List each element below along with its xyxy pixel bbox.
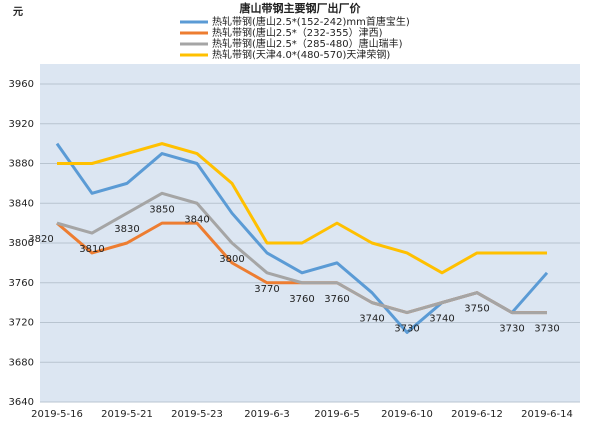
chart-title: 唐山带钢主要钢厂出厂价	[240, 1, 362, 15]
series-line	[56, 191, 547, 315]
data-label: 3740	[429, 314, 454, 325]
data-label: 3760	[324, 294, 349, 305]
y-axis-label: 元	[13, 6, 23, 18]
data-label: 3730	[394, 324, 419, 335]
y-tick-label: 3640	[9, 397, 34, 408]
data-label: 3760	[289, 294, 314, 305]
y-tick-label: 3920	[9, 119, 34, 130]
legend-label: 热轧带钢(唐山2.5*（285-480）唐山瑞丰)	[212, 37, 403, 50]
data-label: 3810	[79, 244, 104, 255]
data-label: 3750	[464, 304, 489, 315]
plot-area	[40, 64, 580, 402]
data-label: 3850	[149, 204, 174, 215]
legend-label: 热轧带钢(唐山2.5*(152-242)mm首唐宝生)	[212, 15, 410, 28]
legend-label: 热轧带钢(唐山2.5*（232-355）津西)	[212, 26, 383, 39]
x-tick-label: 2019-6-10	[381, 409, 433, 420]
data-label: 3820	[28, 234, 53, 245]
data-label: 3830	[114, 224, 139, 235]
y-tick-label: 3760	[9, 278, 34, 289]
x-tick-label: 2019-6-12	[451, 409, 503, 420]
y-tick-label: 3720	[9, 318, 34, 329]
x-tick-label: 2019-5-21	[101, 409, 153, 420]
data-label: 3730	[534, 324, 559, 335]
data-label: 3730	[499, 324, 524, 335]
x-tick-label: 2019-5-23	[171, 409, 223, 420]
x-tick-label: 2019-5-16	[31, 409, 83, 420]
y-tick-label: 3960	[9, 79, 34, 90]
data-label: 3740	[359, 314, 384, 325]
x-tick-label: 2019-6-14	[521, 409, 573, 420]
data-label: 3800	[219, 254, 244, 265]
x-tick-label: 2019-6-5	[314, 409, 359, 420]
data-label: 3840	[184, 214, 209, 225]
y-tick-label: 3840	[9, 198, 34, 209]
y-tick-label: 3880	[9, 159, 34, 170]
y-tick-label: 3800	[9, 238, 34, 249]
legend-label: 热轧带钢(天津4.0*(480-570)天津荣钢)	[212, 48, 390, 61]
series-line	[57, 142, 547, 275]
data-label: 3770	[254, 284, 279, 295]
x-tick-label: 2019-6-3	[244, 409, 289, 420]
y-tick-label: 3680	[9, 357, 34, 368]
